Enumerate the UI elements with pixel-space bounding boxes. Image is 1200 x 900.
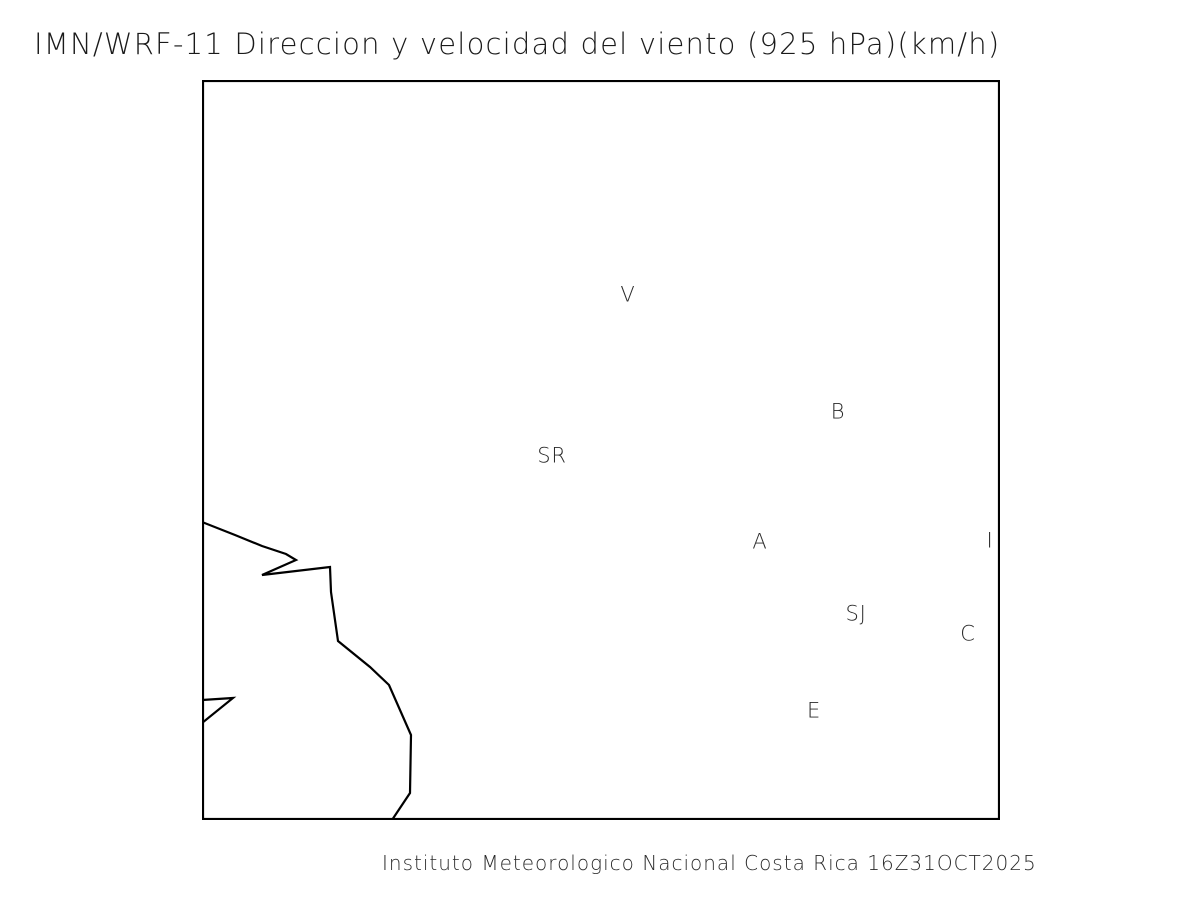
station-label-sr: SR xyxy=(537,443,567,468)
map-vector-layer xyxy=(202,80,1000,820)
coastline-path xyxy=(202,520,413,820)
plot-frame-border xyxy=(202,80,1000,820)
page-title: IMN/WRF-11 Direccion y velocidad del vie… xyxy=(34,27,1001,61)
station-label-e: E xyxy=(806,698,822,723)
coastline-group xyxy=(202,520,413,820)
station-label-c: C xyxy=(960,621,976,646)
map-plot-area: V B SR A I SJ C E xyxy=(202,80,1000,820)
station-label-a: A xyxy=(752,529,768,554)
station-label-sj: SJ xyxy=(845,601,867,626)
station-label-b: B xyxy=(830,399,846,424)
coastline-path xyxy=(202,696,237,724)
station-label-i: I xyxy=(986,528,994,553)
station-label-v: V xyxy=(620,282,636,307)
figure-credit: Instituto Meteorologico Nacional Costa R… xyxy=(382,851,1037,875)
